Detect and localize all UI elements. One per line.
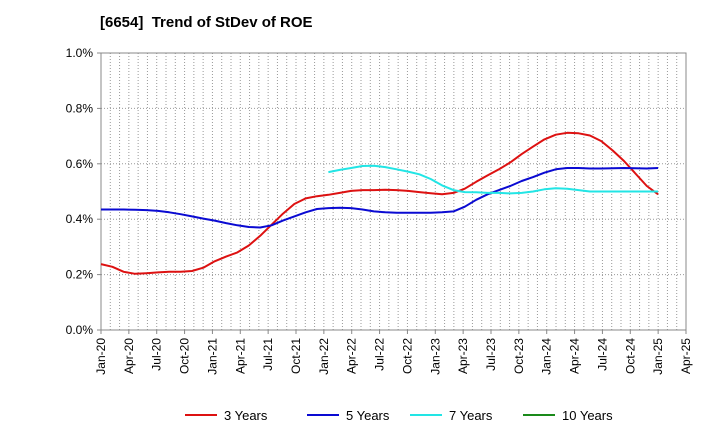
- x-tick-label: Apr-20: [122, 338, 136, 374]
- y-tick-label: 0.8%: [66, 101, 94, 115]
- series-layer: [100, 131, 659, 275]
- plot-frame: [100, 52, 687, 331]
- x-tick-label: Oct-24: [623, 338, 637, 374]
- x-tick-label: Oct-22: [400, 338, 414, 374]
- x-tick-label: Jul-22: [373, 338, 387, 371]
- legend-label: 10 Years: [562, 408, 613, 423]
- x-tick-label: Jul-20: [150, 338, 164, 371]
- series-line-3-years: [100, 131, 659, 275]
- x-tick-label: Apr-23: [456, 338, 470, 374]
- x-tick-label: Jan-22: [317, 338, 331, 375]
- y-tick-label: 0.4%: [66, 212, 94, 226]
- x-tick-label: Apr-24: [568, 338, 582, 374]
- legend-label: 7 Years: [449, 408, 493, 423]
- x-tick-label: Jan-21: [205, 338, 219, 375]
- tick-layer: 0.0% 0.2% 0.4% 0.6% 0.8% 1.0% Jan-20 Apr-20 Jul-…: [66, 46, 693, 375]
- x-tick-label: Jan-23: [428, 338, 442, 375]
- y-tick-label: 0.2%: [66, 268, 94, 282]
- x-tick-label: Jul-24: [595, 338, 609, 371]
- y-tick-label: 1.0%: [66, 46, 94, 60]
- legend-label: 3 Years: [224, 408, 268, 423]
- y-tick-label: 0.0%: [66, 323, 94, 337]
- chart-title: [6654] Trend of StDev of ROE: [100, 14, 313, 31]
- x-tick-label: Jan-25: [651, 338, 665, 375]
- x-tick-label: Apr-25: [679, 338, 693, 374]
- x-tick-label: Apr-22: [345, 338, 359, 374]
- x-tick-label: Apr-21: [233, 338, 247, 374]
- axis-layer: [97, 52, 687, 334]
- x-tick-label: Jul-23: [484, 338, 498, 371]
- x-tick-label: Jul-21: [261, 338, 275, 371]
- x-tick-label: Oct-21: [289, 338, 303, 374]
- x-tick-label: Jan-24: [540, 338, 554, 375]
- legend: 3 Years 5 Years 7 Years 10 Years: [185, 408, 613, 423]
- y-tick-label: 0.6%: [66, 157, 94, 171]
- x-tick-label: Jan-20: [94, 338, 108, 375]
- legend-label: 5 Years: [346, 408, 390, 423]
- series-line-7-years: [328, 164, 659, 195]
- x-tick-label: Oct-20: [178, 338, 192, 374]
- series-line-5-years: [101, 167, 659, 229]
- x-tick-label: Oct-23: [512, 338, 526, 374]
